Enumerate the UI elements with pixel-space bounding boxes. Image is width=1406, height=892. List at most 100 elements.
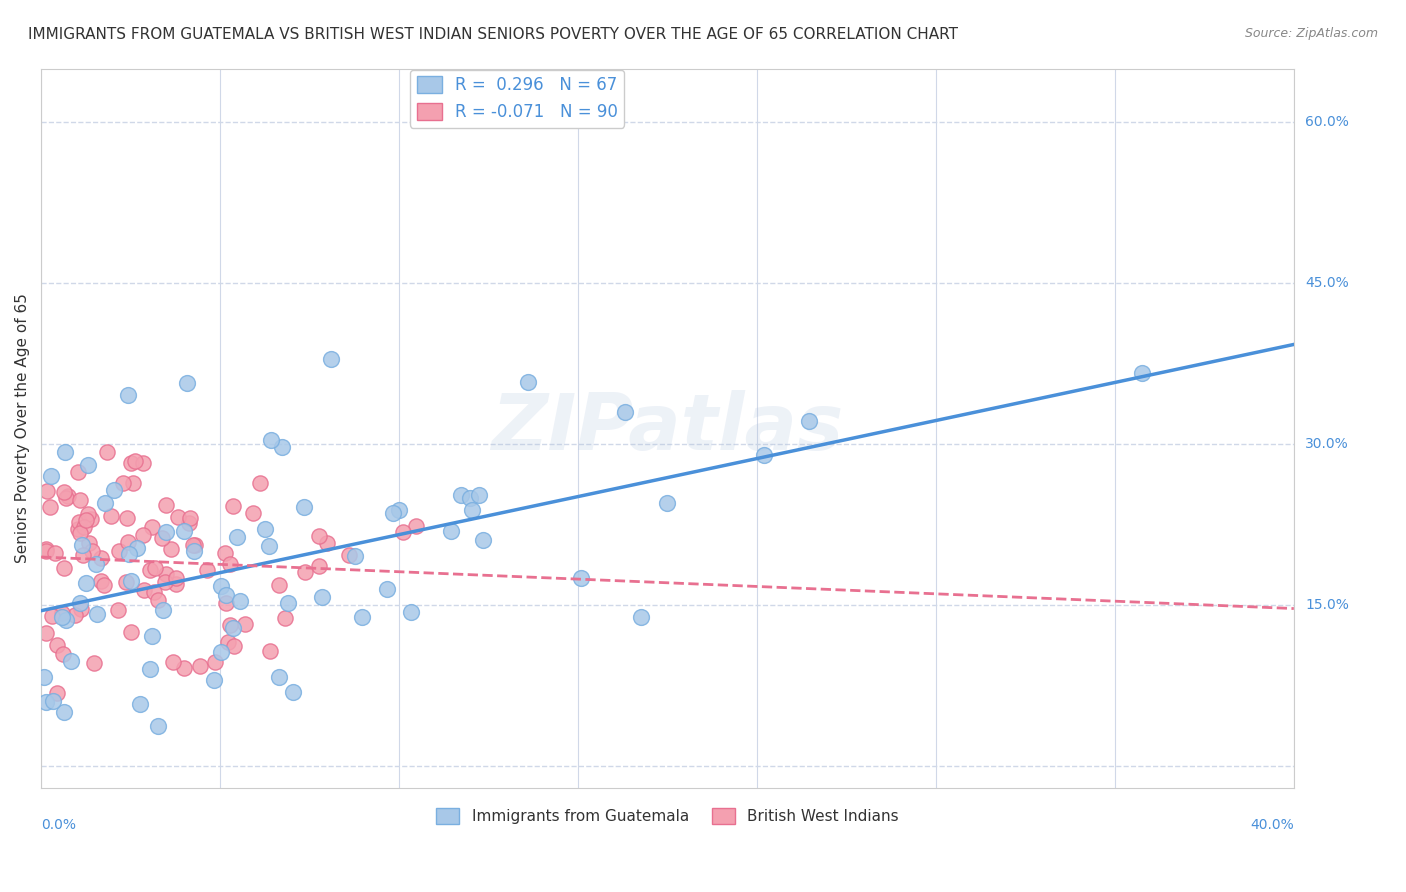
Point xyxy=(253,522,276,536)
Point xyxy=(274,611,297,625)
Point xyxy=(142,584,165,599)
Text: IMMIGRANTS FROM GUATEMALA VS BRITISH WEST INDIAN SENIORS POVERTY OVER THE AGE OF: IMMIGRANTS FROM GUATEMALA VS BRITISH WES… xyxy=(28,27,957,42)
Point xyxy=(405,519,427,533)
Point xyxy=(388,503,411,517)
Text: Source: ZipAtlas.com: Source: ZipAtlas.com xyxy=(1244,27,1378,40)
Point xyxy=(45,638,67,652)
Point xyxy=(55,613,77,627)
Point xyxy=(440,524,463,539)
Point xyxy=(35,695,58,709)
Point xyxy=(517,375,540,389)
Point xyxy=(70,602,93,616)
Point xyxy=(1130,366,1153,380)
Point xyxy=(162,655,184,669)
Point xyxy=(337,548,360,562)
Point xyxy=(69,493,91,508)
Point xyxy=(39,469,62,483)
Point xyxy=(209,645,232,659)
Text: 40.0%: 40.0% xyxy=(1250,818,1294,832)
Point xyxy=(202,673,225,687)
Point xyxy=(148,719,170,733)
Point xyxy=(141,629,163,643)
Point xyxy=(215,588,238,602)
Point xyxy=(93,578,115,592)
Point xyxy=(107,603,129,617)
Point xyxy=(184,538,207,552)
Point xyxy=(52,560,75,574)
Point xyxy=(55,491,77,505)
Point xyxy=(132,527,155,541)
Point xyxy=(117,511,139,525)
Point xyxy=(260,434,283,448)
Point xyxy=(308,559,330,574)
Point xyxy=(75,513,97,527)
Point xyxy=(77,536,100,550)
Point xyxy=(73,520,96,534)
Point xyxy=(183,544,205,558)
Point xyxy=(112,475,135,490)
Point xyxy=(222,621,245,635)
Point xyxy=(242,506,264,520)
Point xyxy=(311,590,333,604)
Point xyxy=(165,577,187,591)
Point xyxy=(294,500,316,514)
Point xyxy=(76,508,98,522)
Point xyxy=(204,655,226,669)
Text: 60.0%: 60.0% xyxy=(1305,115,1348,129)
Point xyxy=(281,685,304,699)
Point xyxy=(259,644,281,658)
Point xyxy=(344,549,367,563)
Point xyxy=(188,658,211,673)
Point xyxy=(75,576,97,591)
Point xyxy=(450,488,472,502)
Point xyxy=(44,546,66,560)
Point xyxy=(41,608,63,623)
Point xyxy=(124,454,146,468)
Point xyxy=(35,544,58,558)
Text: 45.0%: 45.0% xyxy=(1305,277,1348,290)
Point xyxy=(468,488,491,502)
Point xyxy=(96,445,118,459)
Point xyxy=(195,562,218,576)
Point xyxy=(630,609,652,624)
Point xyxy=(70,537,93,551)
Point xyxy=(118,547,141,561)
Point xyxy=(90,551,112,566)
Point xyxy=(399,606,422,620)
Point xyxy=(152,531,174,545)
Point xyxy=(277,596,299,610)
Point xyxy=(83,657,105,671)
Point xyxy=(117,388,139,402)
Y-axis label: Seniors Poverty Over the Age of 65: Seniors Poverty Over the Age of 65 xyxy=(15,293,30,563)
Point xyxy=(271,441,294,455)
Point xyxy=(350,610,373,624)
Point xyxy=(120,625,142,640)
Point xyxy=(173,661,195,675)
Point xyxy=(34,542,56,557)
Text: 0.0%: 0.0% xyxy=(41,818,76,832)
Point xyxy=(308,529,330,543)
Point xyxy=(153,574,176,589)
Point xyxy=(176,376,198,390)
Point xyxy=(215,596,238,610)
Point xyxy=(173,524,195,538)
Point xyxy=(80,511,103,525)
Point xyxy=(382,506,405,520)
Point xyxy=(229,594,252,608)
Point xyxy=(211,579,233,593)
Point xyxy=(115,574,138,589)
Point xyxy=(155,567,177,582)
Point xyxy=(165,571,187,585)
Point xyxy=(655,496,678,510)
Point xyxy=(52,647,75,661)
Point xyxy=(66,522,89,536)
Point xyxy=(69,525,91,540)
Point xyxy=(51,607,73,621)
Point xyxy=(37,483,59,498)
Point xyxy=(179,511,201,525)
Point xyxy=(221,499,243,513)
Point xyxy=(127,541,149,555)
Point xyxy=(100,508,122,523)
Point xyxy=(141,520,163,534)
Point xyxy=(148,593,170,607)
